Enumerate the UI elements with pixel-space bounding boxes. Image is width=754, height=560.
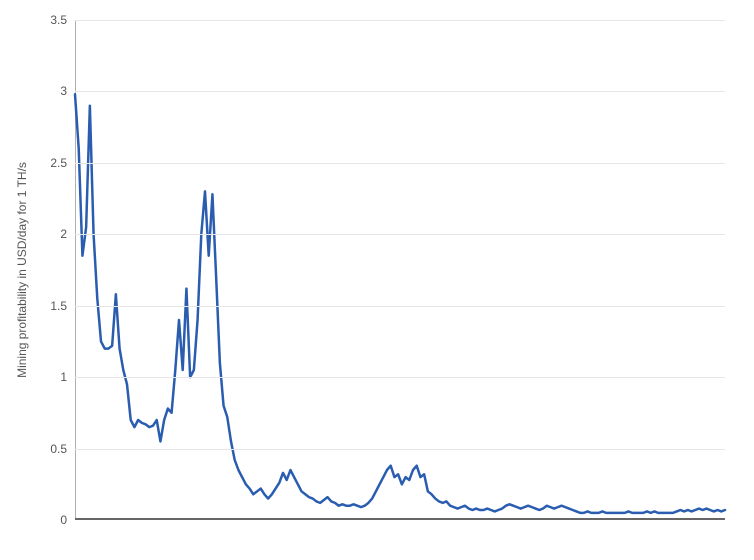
y-axis-title: Mining profitability in USD/day for 1 TH… <box>15 162 29 378</box>
gridline <box>75 20 725 21</box>
y-tick-label: 3.5 <box>50 13 67 27</box>
y-tick-label: 1 <box>60 370 67 384</box>
gridline <box>75 91 725 92</box>
y-tick-label: 3 <box>60 84 67 98</box>
gridline <box>75 234 725 235</box>
y-tick-label: 0 <box>60 513 67 527</box>
gridline <box>75 449 725 450</box>
y-tick-label: 2.5 <box>50 156 67 170</box>
gridline <box>75 306 725 307</box>
gridline <box>75 163 725 164</box>
plot-area: 00.511.522.533.5 <box>75 20 725 520</box>
line-chart-svg <box>75 20 725 520</box>
y-tick-label: 1.5 <box>50 299 67 313</box>
series-line <box>75 94 725 513</box>
y-tick-label: 2 <box>60 227 67 241</box>
chart-container: 00.511.522.533.5 Mining profitability in… <box>0 0 754 560</box>
y-tick-label: 0.5 <box>50 442 67 456</box>
gridline <box>75 377 725 378</box>
